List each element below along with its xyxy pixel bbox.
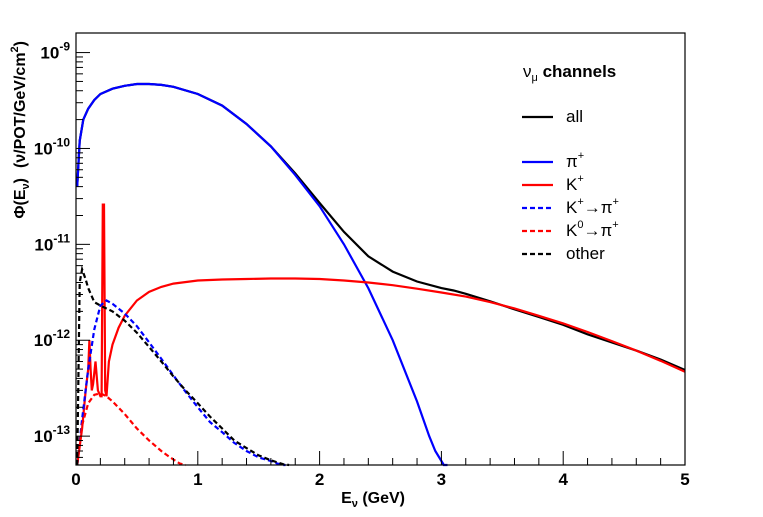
legend-label: K0→π+ [566, 219, 619, 240]
x-tick-label: 3 [437, 470, 446, 489]
y-tick-label: 10-11 [34, 231, 70, 254]
series-line-2 [76, 203, 686, 466]
ticks-layer [75, 52, 686, 466]
series-line-1 [76, 82, 448, 467]
legend-label: all [566, 107, 583, 126]
legend-label: other [566, 244, 605, 263]
legend-label: K+→π+ [566, 196, 619, 217]
legend-title: νμ channels [523, 62, 616, 84]
legend: νμ channels all π+K+K+→π+K0→π+ other [522, 62, 619, 263]
y-tick-label: 10-13 [34, 423, 71, 446]
x-tick-label: 5 [680, 470, 689, 489]
series-layer [76, 82, 686, 467]
y-tick-label: 10-9 [40, 40, 70, 63]
legend-entries: all π+K+K+→π+K0→π+ other [522, 107, 619, 263]
x-tick-label: 2 [315, 470, 324, 489]
y-axis-title: Φ(Eν)(ν/POT/GeV/cm2) [9, 41, 32, 219]
y-tick-label: 10-12 [34, 327, 71, 350]
x-tick-label: 4 [558, 470, 568, 489]
legend-label: K+ [566, 173, 584, 194]
x-axis-title: Eν (GeV) [341, 490, 405, 510]
x-tick-label: 0 [71, 470, 80, 489]
y-tick-label: 10-10 [34, 135, 71, 158]
legend-label: π+ [566, 150, 584, 171]
series-line-4 [76, 392, 186, 467]
series-line-3 [76, 299, 286, 467]
series-line-5 [76, 265, 290, 467]
x-tick-label: 1 [193, 470, 202, 489]
labels-layer: 0 1 2 3 4 5 10-9 10-10 10-11 10-12 10-13 [34, 40, 690, 489]
